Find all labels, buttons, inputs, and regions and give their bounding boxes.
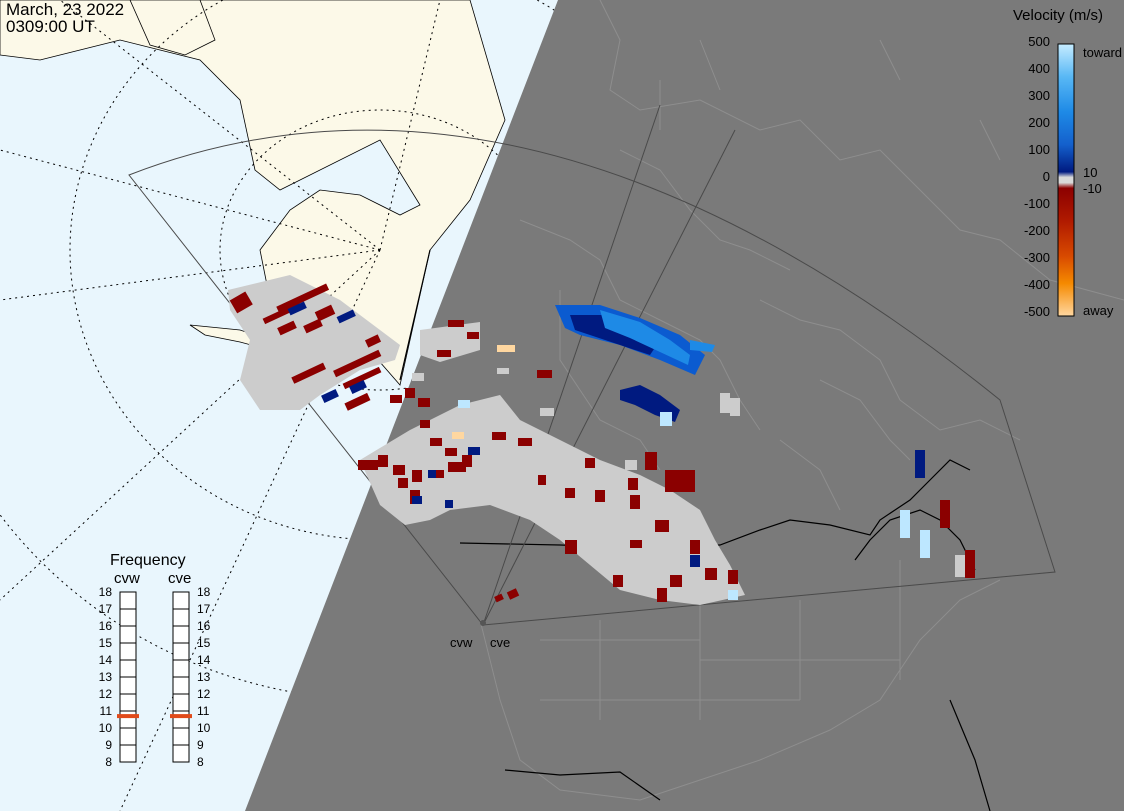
night-region xyxy=(245,0,1124,811)
frequency-tick: 12 xyxy=(99,687,113,701)
frequency-cell xyxy=(172,676,190,695)
velocity-threshold-pos: 10 xyxy=(1083,165,1097,180)
site-label-cve: cve xyxy=(490,635,510,650)
frequency-tick: 10 xyxy=(197,721,211,735)
velocity-tick: 500 xyxy=(1028,34,1050,49)
light-echoes xyxy=(452,345,930,600)
plot-date: March, 23 2022 xyxy=(6,0,125,19)
frequency-cell xyxy=(119,727,137,746)
frequency-cell xyxy=(119,591,137,610)
velocity-legend: Velocity (m/s) 500 400 300 200 100 0 -10… xyxy=(1013,7,1122,319)
velocity-tick: -100 xyxy=(1024,196,1050,211)
frequency-cell xyxy=(119,659,137,678)
frequency-tick: 11 xyxy=(100,704,113,718)
frequency-tick: 13 xyxy=(197,670,211,684)
velocity-tick: -200 xyxy=(1024,223,1050,238)
frequency-cell xyxy=(172,625,190,644)
frequency-cell xyxy=(119,710,137,729)
ground-scatter xyxy=(228,275,965,605)
frequency-cell xyxy=(119,693,137,712)
frequency-cell xyxy=(172,591,190,610)
velocity-tick: 400 xyxy=(1028,61,1050,76)
echo-cells xyxy=(228,275,975,605)
frequency-tick: 8 xyxy=(105,755,112,769)
frequency-cell xyxy=(119,608,137,627)
frequency-radar-cvw: cvw xyxy=(114,570,140,587)
toward-blue-band xyxy=(555,305,715,375)
frequency-tick: 14 xyxy=(197,653,211,667)
velocity-tick: -500 xyxy=(1024,304,1050,319)
velocity-tick: -400 xyxy=(1024,277,1050,292)
frequency-tick: 18 xyxy=(197,585,211,599)
frequency-tick: 10 xyxy=(99,721,113,735)
frequency-tick: 15 xyxy=(197,636,211,650)
frequency-marker xyxy=(170,714,192,719)
frequency-tick: 16 xyxy=(197,619,211,633)
frequency-cell xyxy=(172,727,190,746)
frequency-cell xyxy=(172,608,190,627)
frequency-bar-cve: 18 17 16 15 14 13 12 11 10 9 8 xyxy=(170,585,211,769)
velocity-toward-label: toward xyxy=(1083,45,1122,60)
velocity-colorbar xyxy=(1057,43,1075,317)
frequency-tick: 11 xyxy=(197,704,210,718)
frequency-panel: Frequency cvw cve 18 17 16 15 14 13 12 11 10 9 8 1… xyxy=(99,552,211,769)
velocity-tick: 300 xyxy=(1028,88,1050,103)
frequency-cell xyxy=(119,676,137,695)
frequency-tick: 16 xyxy=(99,619,113,633)
velocity-legend-title: Velocity (m/s) xyxy=(1013,7,1103,24)
frequency-marker xyxy=(117,714,139,719)
frequency-tick: 9 xyxy=(105,738,112,752)
frequency-title: Frequency xyxy=(110,552,186,569)
frequency-tick: 14 xyxy=(99,653,113,667)
frequency-bar-cvw: 18 17 16 15 14 13 12 11 10 9 8 xyxy=(99,585,139,769)
frequency-cell xyxy=(119,642,137,661)
frequency-cell xyxy=(119,744,137,763)
frequency-cell xyxy=(172,693,190,712)
velocity-tick: 200 xyxy=(1028,115,1050,130)
velocity-tick: -300 xyxy=(1024,250,1050,265)
velocity-tick: 0 xyxy=(1043,169,1050,184)
frequency-cell xyxy=(119,625,137,644)
frequency-tick: 13 xyxy=(99,670,113,684)
frequency-tick: 18 xyxy=(99,585,113,599)
frequency-tick: 15 xyxy=(99,636,113,650)
frequency-radar-cve: cve xyxy=(168,570,191,587)
velocity-ticks: 500 400 300 200 100 0 -100 -200 -300 -40… xyxy=(1024,34,1050,319)
frequency-tick: 8 xyxy=(197,755,204,769)
velocity-threshold-neg: -10 xyxy=(1083,181,1102,196)
velocity-away-label: away xyxy=(1083,303,1114,318)
site-marker xyxy=(480,620,486,626)
frequency-tick: 9 xyxy=(197,738,204,752)
day-land-northpeak xyxy=(129,0,216,56)
radar-fov xyxy=(128,104,1056,626)
radar-sites: cvw cve xyxy=(450,620,510,650)
frequency-cell xyxy=(172,659,190,678)
plot-time: 0309:00 UT xyxy=(6,17,95,36)
site-label-cvw: cvw xyxy=(450,635,473,650)
frequency-tick: 17 xyxy=(99,602,113,616)
frequency-cell xyxy=(172,642,190,661)
frequency-cell xyxy=(172,744,190,763)
frequency-tick: 17 xyxy=(197,602,211,616)
frequency-tick: 12 xyxy=(197,687,211,701)
frequency-cell xyxy=(172,710,190,729)
velocity-tick: 100 xyxy=(1028,142,1050,157)
away-echoes xyxy=(229,283,975,603)
